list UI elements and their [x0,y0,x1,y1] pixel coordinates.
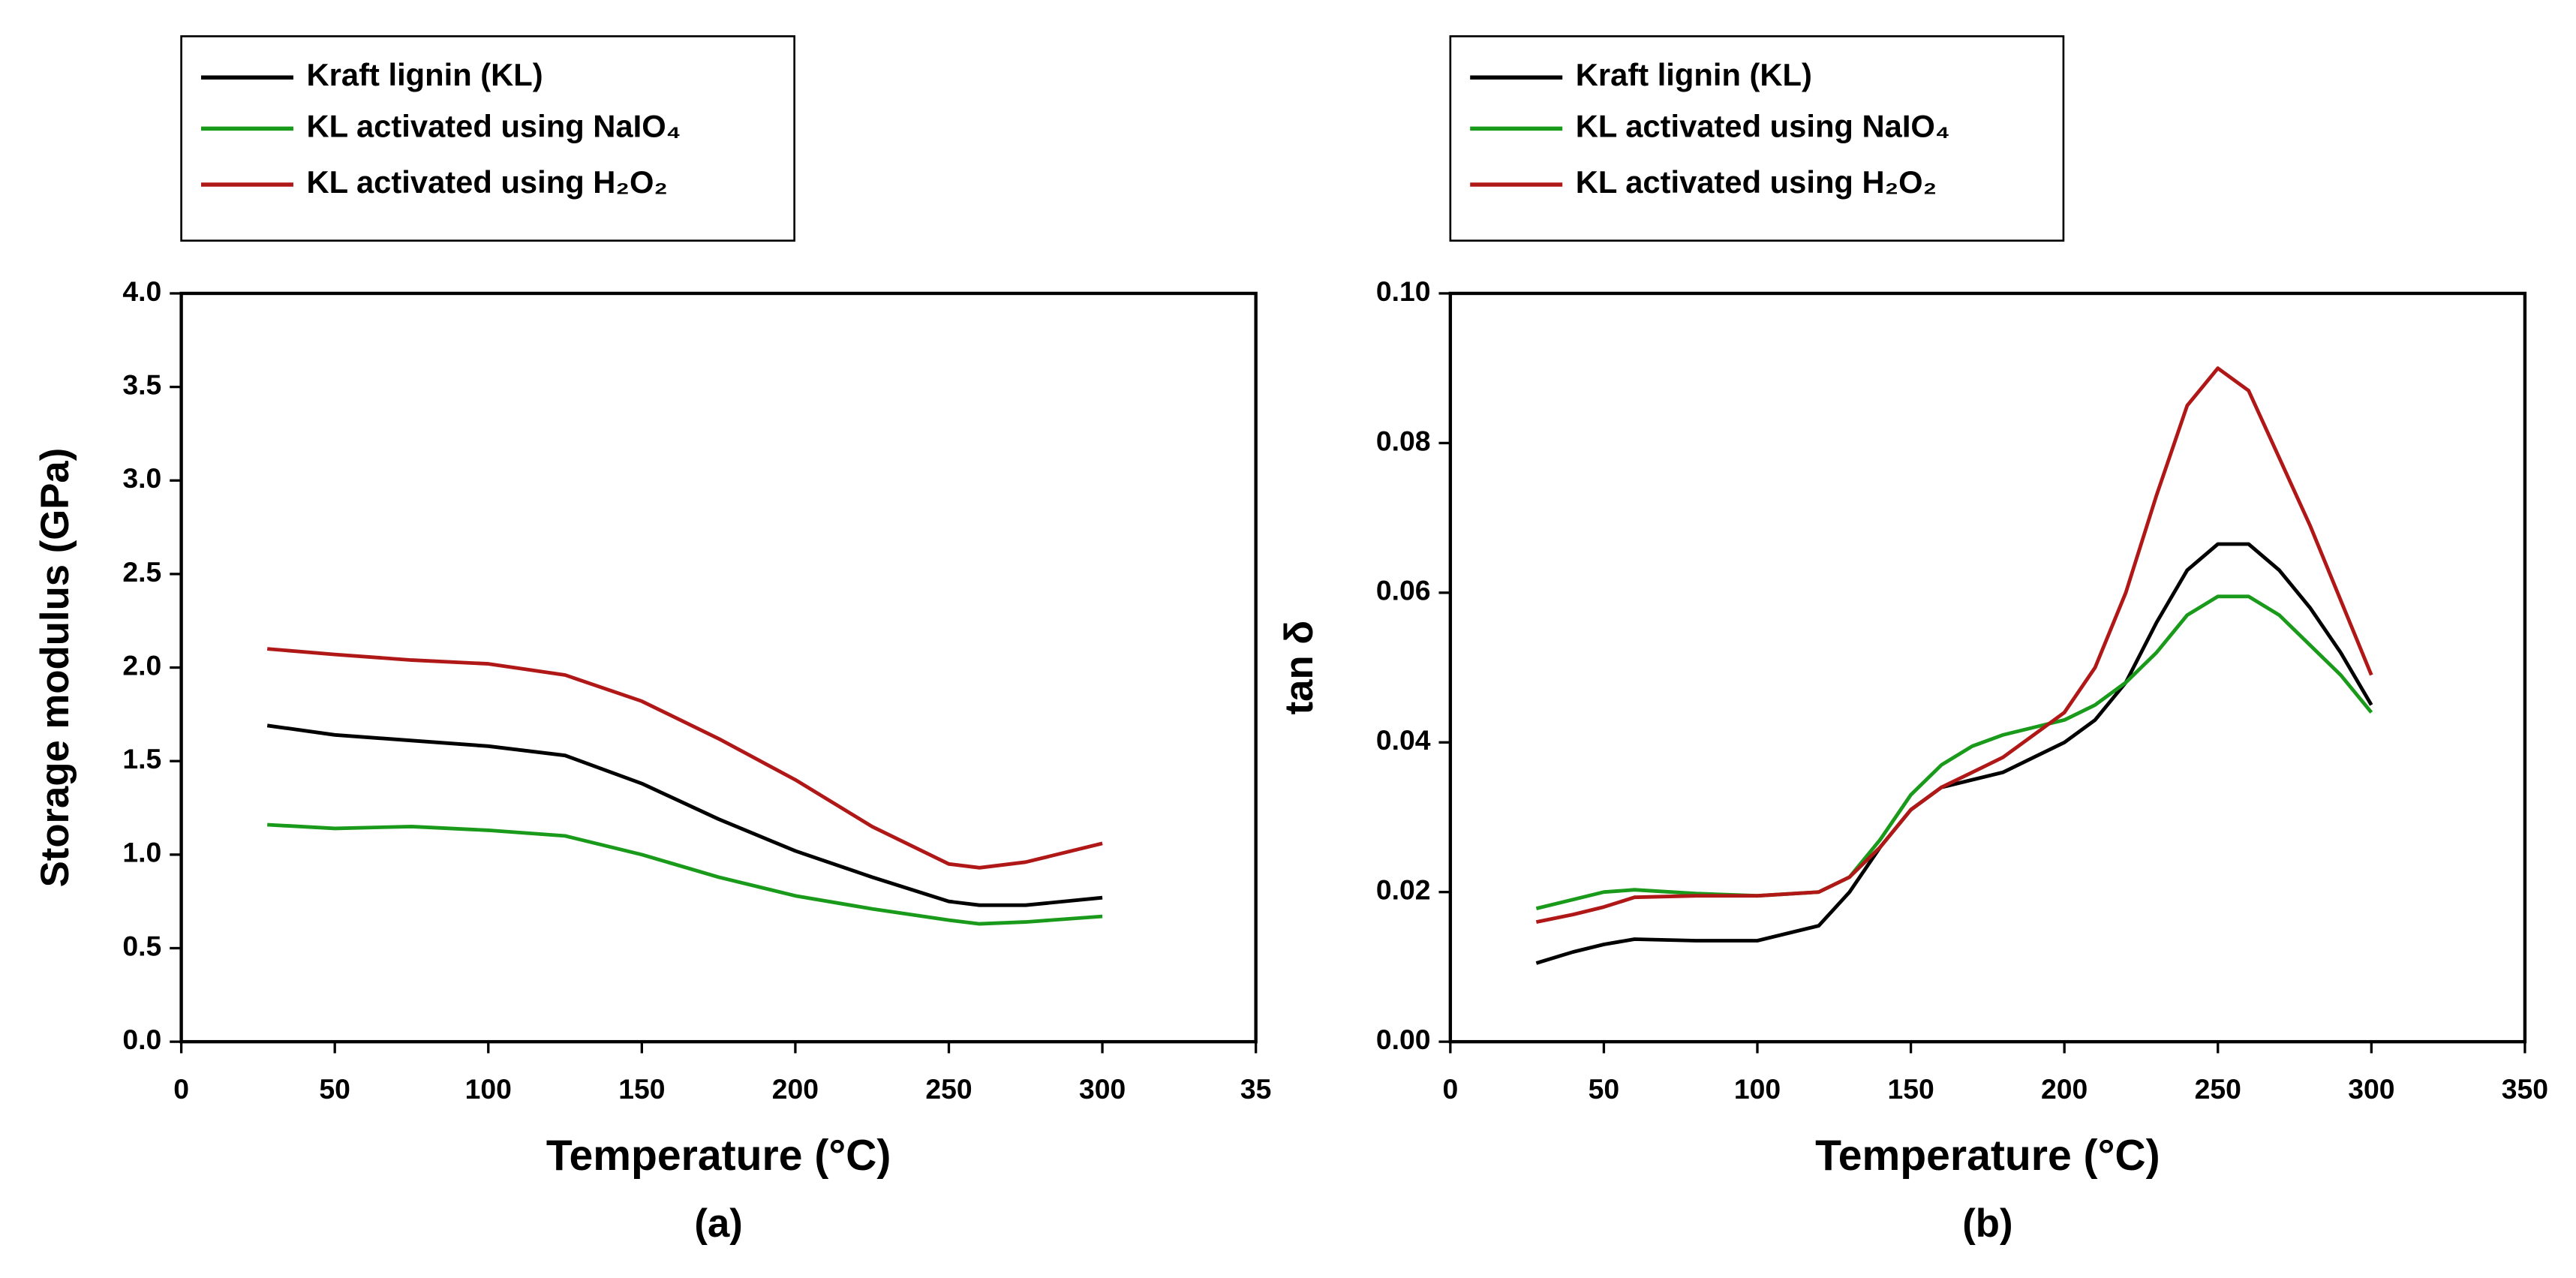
legend-label: KL activated using NaIO₄ [1576,108,1950,143]
legend-label: KL activated using NaIO₄ [307,108,681,143]
legend-label: Kraft lignin (KL) [307,57,543,92]
y-tick-label: 2.0 [122,649,161,681]
caption: (b) [1962,1201,2012,1246]
x-tick-label: 100 [465,1073,512,1105]
x-tick-label: 50 [1589,1073,1620,1105]
x-tick-label: 0 [173,1073,189,1105]
y-tick-label: 0.0 [122,1024,161,1055]
y-tick-label: 0.5 [122,930,161,961]
y-tick-label: 0.06 [1376,575,1431,606]
x-tick-label: 250 [2195,1073,2241,1105]
y-tick-label: 0.08 [1376,425,1431,456]
data-line [266,723,1103,907]
data-line [1535,366,2373,924]
y-tick-label: 1.5 [122,743,161,774]
x-tick-label: 300 [1079,1073,1126,1105]
x-tick-label: 150 [618,1073,665,1105]
legend-label: Kraft lignin (KL) [1576,57,1812,92]
data-line [266,647,1103,870]
data-line [1535,594,2373,910]
y-tick-label: 0.10 [1376,275,1431,307]
caption: (a) [694,1201,742,1246]
x-axis-title: Temperature (°C) [1815,1132,2160,1180]
y-tick-label: 2.5 [122,556,161,588]
y-tick-label: 1.0 [122,837,161,868]
legend-box [1449,35,2065,242]
y-tick-label: 4.0 [122,275,161,307]
legend-label: KL activated using H₂O₂ [1576,164,1937,200]
x-tick-label: 35 [1240,1073,1272,1105]
data-line [1535,542,2373,965]
legend-box [180,35,795,242]
y-tick-label: 3.0 [122,462,161,494]
x-tick-label: 350 [2502,1073,2548,1105]
x-tick-label: 250 [925,1073,972,1105]
y-axis-title: tan δ [1277,621,1321,715]
data-line [267,822,1103,926]
y-tick-label: 3.5 [122,368,161,400]
legend-label: KL activated using H₂O₂ [307,164,668,200]
y-axis-title: Storage modulus (GPa) [33,448,77,888]
x-tick-label: 50 [319,1073,350,1105]
x-tick-label: 0 [1442,1073,1458,1105]
plot-frame [179,291,1258,1044]
x-tick-label: 100 [1734,1073,1781,1105]
plot-frame [1448,291,2527,1044]
x-tick-label: 200 [772,1073,819,1105]
y-tick-label: 0.02 [1376,874,1431,906]
x-tick-label: 300 [2348,1073,2394,1105]
x-tick-label: 150 [1887,1073,1934,1105]
y-tick-label: 0.00 [1376,1024,1431,1055]
x-tick-label: 200 [2041,1073,2088,1105]
x-axis-title: Temperature (°C) [546,1132,891,1180]
y-tick-label: 0.04 [1376,724,1431,756]
